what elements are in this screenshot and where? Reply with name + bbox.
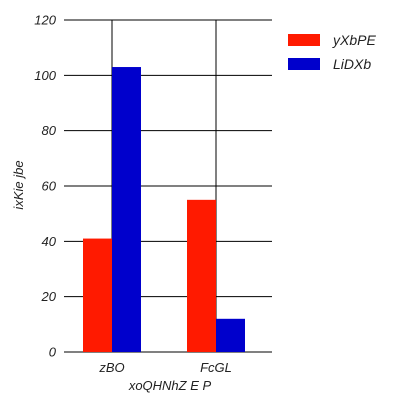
legend-label: LiDXb xyxy=(333,56,371,72)
bar-yXbPE-FcGL xyxy=(187,199,216,352)
y-tick-label: 120 xyxy=(34,13,56,28)
bars xyxy=(83,67,245,353)
x-axis-label: xoQHNhZ E P xyxy=(128,378,212,393)
y-axis-label: ixKie jbe xyxy=(11,160,26,209)
x-tick-label: zBO xyxy=(98,360,124,375)
y-tick-label: 80 xyxy=(42,123,57,138)
y-tick-label: 40 xyxy=(42,234,57,249)
bar-yXbPE-zBO xyxy=(83,238,112,352)
bar-LiDXb-FcGL xyxy=(216,318,245,352)
legend: yXbPE LiDXb xyxy=(288,32,376,72)
y-tick-label: 100 xyxy=(34,68,56,83)
y-tick-labels: 0 20 40 60 80 100 120 xyxy=(34,13,56,360)
bar-LiDXb-zBO xyxy=(112,67,141,353)
legend-swatch xyxy=(288,34,320,46)
x-tick-label: FcGL xyxy=(200,360,232,375)
y-tick-label: 60 xyxy=(42,179,57,194)
x-tick-labels: zBO FcGL xyxy=(98,360,232,375)
legend-label: yXbPE xyxy=(332,32,376,48)
y-tick-label: 0 xyxy=(49,345,57,360)
legend-swatch xyxy=(288,58,320,70)
y-tick-label: 20 xyxy=(41,289,57,304)
